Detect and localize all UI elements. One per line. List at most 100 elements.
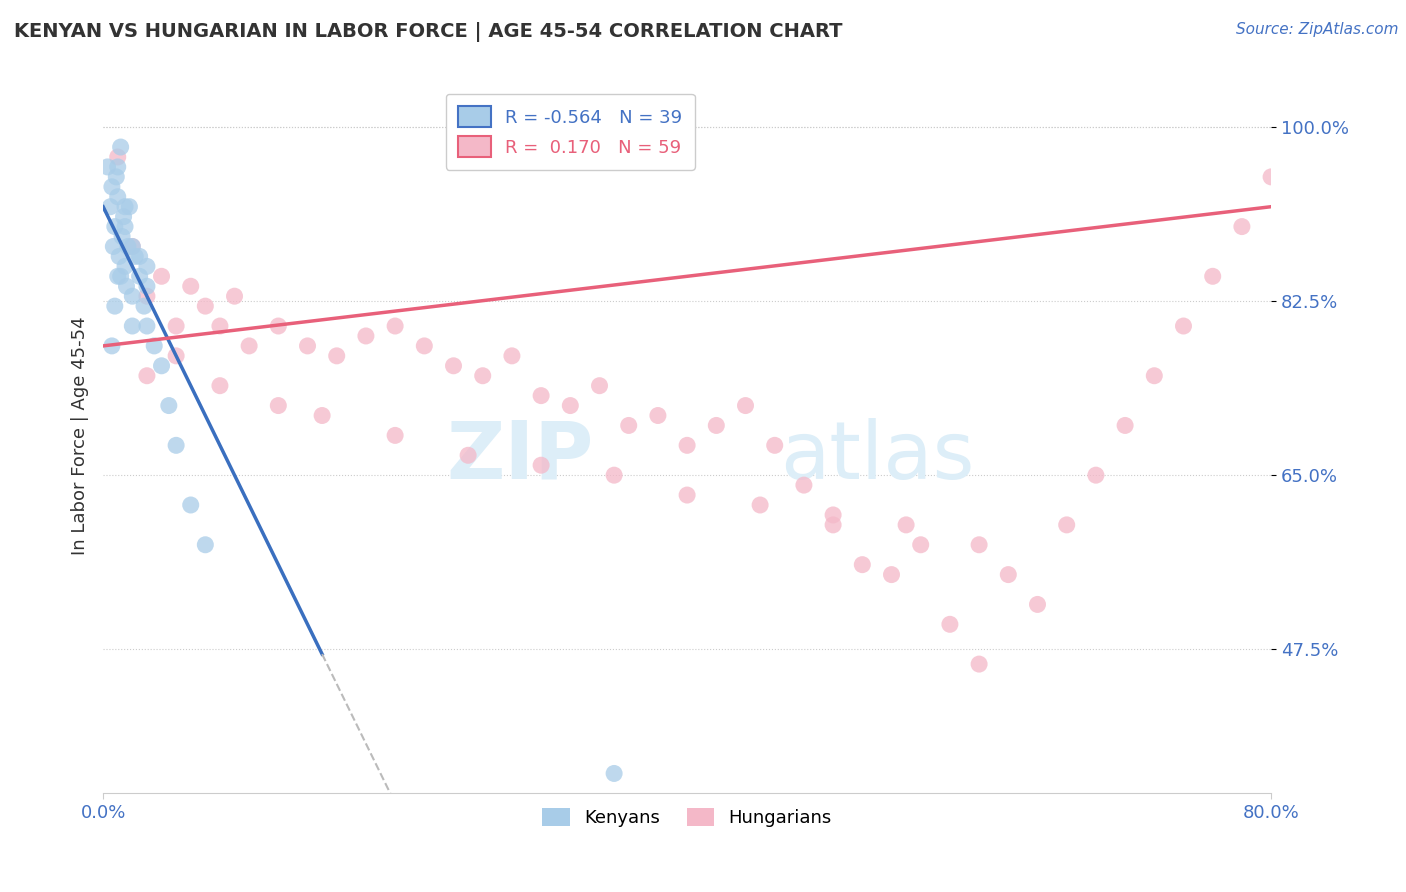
Point (267, 318, 290, 333)
Point (110, 140, 132, 154)
Point (194, 299, 217, 313)
Point (967, 657, 990, 671)
Point (150, 269, 173, 284)
Point (1202, 269, 1225, 284)
Point (734, 399, 756, 413)
Point (165, 318, 187, 333)
Point (530, 458, 553, 473)
Point (1114, 418, 1136, 433)
Point (894, 517, 917, 532)
Point (128, 269, 150, 284)
Point (647, 409, 669, 423)
Text: KENYAN VS HUNGARIAN IN LABOR FORCE | AGE 45-54 CORRELATION CHART: KENYAN VS HUNGARIAN IN LABOR FORCE | AGE… (14, 22, 842, 42)
Point (1173, 318, 1195, 333)
Point (180, 498, 202, 512)
Point (617, 418, 640, 433)
Point (793, 478, 815, 492)
Point (704, 418, 727, 433)
Point (238, 339, 260, 353)
Point (128, 249, 150, 263)
Point (208, 378, 231, 392)
Text: Source: ZipAtlas.com: Source: ZipAtlas.com (1236, 22, 1399, 37)
Point (267, 399, 290, 413)
Point (967, 538, 990, 552)
Point (588, 378, 610, 392)
Point (1143, 368, 1166, 383)
Point (880, 567, 903, 582)
Point (121, 239, 143, 253)
Point (104, 299, 127, 313)
Point (150, 359, 173, 373)
Point (108, 249, 131, 263)
Point (851, 558, 873, 572)
Point (939, 617, 962, 632)
Point (997, 567, 1019, 582)
Point (136, 368, 159, 383)
Point (136, 289, 159, 303)
Point (132, 299, 155, 313)
Point (107, 269, 129, 284)
Point (96, 160, 118, 174)
Point (118, 200, 141, 214)
Point (165, 349, 187, 363)
Point (384, 428, 406, 442)
Point (1260, 169, 1282, 184)
Point (443, 359, 465, 373)
Point (457, 448, 479, 462)
Point (117, 239, 139, 253)
Point (101, 179, 124, 194)
Text: ZIP: ZIP (447, 417, 593, 496)
Point (749, 498, 772, 512)
Point (1230, 219, 1253, 234)
Point (560, 399, 582, 413)
Point (325, 349, 347, 363)
Point (104, 219, 127, 234)
Point (1084, 468, 1107, 483)
Point (413, 339, 436, 353)
Point (208, 318, 231, 333)
Point (1056, 517, 1078, 532)
Point (180, 279, 202, 293)
Point (311, 409, 333, 423)
Point (114, 260, 136, 274)
Point (384, 318, 406, 333)
Point (136, 318, 159, 333)
Point (530, 389, 553, 403)
Point (471, 368, 494, 383)
Point (763, 438, 786, 452)
Point (603, 468, 626, 483)
Point (112, 210, 135, 224)
Point (107, 190, 129, 204)
Point (136, 260, 159, 274)
Point (115, 279, 138, 293)
Point (114, 219, 136, 234)
Point (107, 150, 129, 164)
Point (121, 318, 143, 333)
Point (165, 438, 187, 452)
Y-axis label: In Labor Force | Age 45-54: In Labor Force | Age 45-54 (72, 316, 89, 555)
Point (157, 399, 180, 413)
Point (910, 538, 932, 552)
Point (101, 339, 124, 353)
Point (603, 766, 626, 780)
Point (143, 339, 166, 353)
Point (354, 329, 377, 343)
Point (121, 289, 143, 303)
Point (100, 200, 122, 214)
Point (194, 538, 217, 552)
Point (676, 488, 699, 502)
Point (823, 517, 845, 532)
Point (1026, 598, 1049, 612)
Point (823, 508, 845, 522)
Legend: Kenyans, Hungarians: Kenyans, Hungarians (536, 801, 839, 834)
Point (224, 289, 246, 303)
Point (121, 239, 143, 253)
Point (297, 339, 319, 353)
Point (136, 279, 159, 293)
Point (501, 349, 523, 363)
Point (107, 160, 129, 174)
Point (111, 229, 134, 244)
Point (114, 200, 136, 214)
Point (103, 239, 125, 253)
Point (110, 269, 132, 284)
